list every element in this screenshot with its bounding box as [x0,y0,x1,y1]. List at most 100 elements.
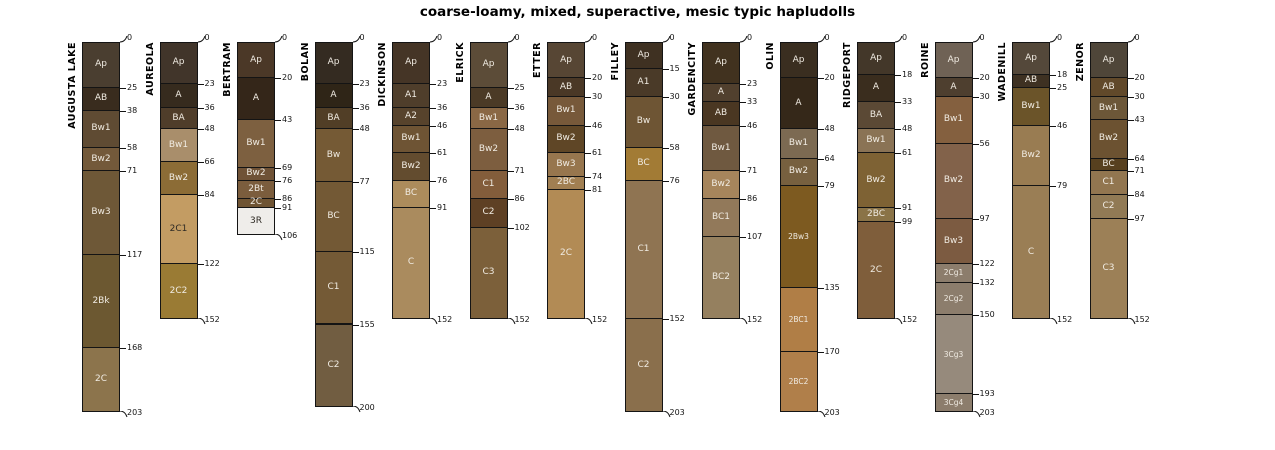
depth-label: 23 [359,78,370,88]
depth-axis-top-hook [817,36,825,43]
depth-axis-top-hook [662,36,670,43]
horizon-label: BA [869,109,883,120]
depth-label: 33 [747,97,758,107]
depth-tick [197,129,204,131]
horizon-segment: 2BC [547,175,585,190]
horizon-segment: A [702,82,740,103]
depth-label: 0 [359,33,365,42]
horizon-segment: C [1012,184,1050,320]
depth-tick [817,288,824,290]
horizon-label: 2C [249,197,262,208]
horizon-segment: BC [392,179,430,208]
depth-label: 25 [514,82,525,92]
depth-tick [740,83,746,85]
horizon-label: A [717,87,725,98]
depth-tick [740,237,746,239]
depth-tick [275,198,281,200]
depth-tick [740,125,746,127]
depth-label: 86 [747,193,758,203]
depth-axis-top-hook [740,36,748,43]
depth-label: 135 [824,283,840,293]
depth-label: 152 [204,315,220,325]
depth-tick [1127,158,1134,160]
horizon-segment: Ap [1012,42,1050,75]
depth-tick [585,96,591,98]
depth-tick [662,96,669,98]
profile-name: AUGUSTA LAKE [67,42,78,129]
horizon-segment: C2 [1089,194,1128,219]
depth-label: 203 [127,407,143,417]
depth-label: 69 [282,162,293,172]
horizon-segment: Bw2 [159,161,198,196]
depth-tick [275,120,281,122]
depth-label: 33 [902,97,913,107]
depth-label: 38 [127,106,138,116]
depth-tick [662,319,669,321]
depth-tick [585,189,591,191]
depth-label: 36 [437,102,448,112]
profile-name: WADENILL [997,42,1008,102]
depth-label: 152 [437,315,453,325]
depth-label: 150 [979,310,995,320]
profile-name: AUREOLA [144,42,156,96]
depth-label: 25 [127,82,138,92]
depth-label: 152 [1057,315,1073,325]
depth-label: 122 [979,259,995,269]
horizon-segment: A1 [392,82,430,108]
horizon-label: AB [559,81,573,92]
horizon-segment: BC [314,181,353,252]
depth-label: 0 [824,33,830,42]
horizon-label: Bw2 [556,133,576,144]
horizon-segment: Ap [1089,42,1128,79]
depth-tick [895,74,901,76]
depth-axis-bottom-hook [895,318,903,325]
horizon-label: 2BC [866,209,886,220]
horizon-label: 2Cg2 [943,293,964,303]
horizon-label: BA [172,112,185,123]
horizon-label: A2 [405,110,417,121]
depth-axis-bottom-hook [120,410,128,418]
depth-label: 115 [359,246,375,256]
depth-label: 76 [437,175,448,185]
horizon-segment: Bw1 [547,95,585,126]
depth-label: 107 [747,232,763,242]
depth-label: 99 [902,217,913,227]
depth-tick [585,78,591,80]
horizon-segment: Bw1 [702,124,740,172]
depth-tick [120,171,126,173]
horizon-label: A [330,89,337,100]
horizon-label: Bw1 [866,135,886,146]
horizon-label: Bw1 [478,112,499,123]
depth-axis-bottom-hook [972,410,980,418]
horizon-label: A [795,97,802,108]
depth-tick [120,348,126,350]
depth-axis-top-hook [895,36,903,43]
horizon-label: A1 [637,76,650,87]
depth-label: 91 [282,202,293,212]
horizon-segment: 2Bw3 [779,184,818,289]
horizon-segment: 2C1 [159,194,198,265]
profile-name: BOLAN [299,42,311,82]
horizon-label: BC1 [711,211,731,222]
depth-label: 203 [824,407,840,417]
horizon-segment: C1 [624,179,663,320]
horizon-segment: BA [159,106,198,130]
horizon-label: A [872,82,880,93]
horizon-label: C1 [482,179,495,190]
depth-tick [972,264,979,266]
depth-axis-top-hook [1127,36,1135,43]
horizon-label: 2BC [556,177,576,188]
horizon-segment: Ap [82,42,120,88]
depth-label: 71 [514,166,525,176]
horizon-label: Bw1 [246,138,266,149]
depth-tick [120,147,126,149]
depth-label: 152 [514,315,530,325]
depth-label: 30 [1134,91,1145,101]
depth-label: 20 [824,73,835,83]
horizon-segment: Ap [469,42,508,88]
depth-tick [197,107,204,109]
horizon-label: Bw [326,149,341,160]
depth-label: 66 [204,157,215,167]
depth-tick [352,324,359,326]
depth-label: 79 [824,180,835,190]
